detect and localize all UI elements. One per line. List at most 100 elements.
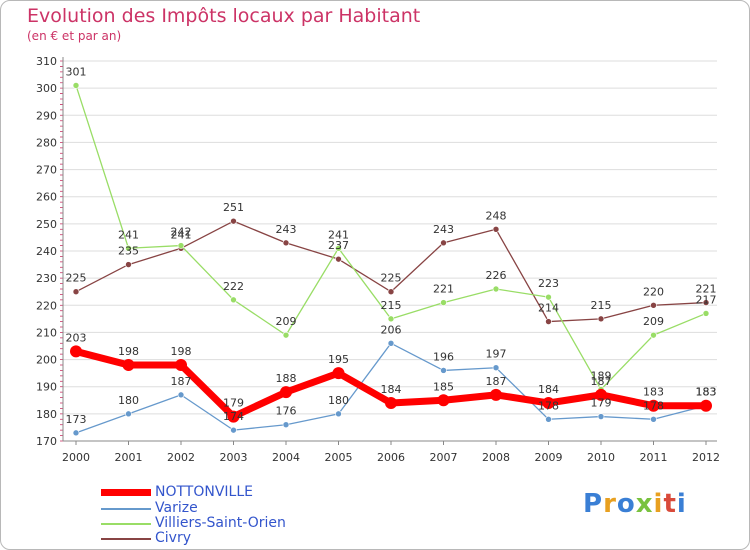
data-point [177,242,185,249]
data-label: 226 [486,269,507,282]
data-label: 221 [433,283,454,296]
data-label: 221 [696,283,717,296]
data-label: 196 [433,350,454,363]
data-point [702,310,710,317]
data-label: 241 [328,228,349,241]
logo-letter: i [676,489,687,519]
data-label: 184 [381,383,402,396]
x-tick-label: 2003 [220,451,248,464]
data-point [650,331,657,339]
data-point [545,318,552,325]
data-point [700,399,712,412]
data-point [335,255,342,263]
data-label: 183 [643,386,664,399]
x-tick-label: 2010 [587,451,615,464]
data-label: 179 [591,397,612,410]
data-point [72,429,80,437]
data-label: 248 [486,209,507,222]
y-tick-label: 250 [36,218,57,231]
data-label: 251 [223,201,244,214]
data-point [490,388,502,401]
data-label: 180 [118,394,139,407]
data-point [122,359,135,371]
data-label: 217 [696,293,717,306]
data-point [597,413,605,420]
data-label: 223 [538,277,559,290]
logo-letter: x [635,489,654,519]
data-label: 178 [643,399,664,412]
legend-swatch [101,489,151,496]
data-point [72,288,80,296]
y-tick-label: 200 [36,354,57,367]
data-point [227,410,240,423]
data-point [542,397,555,409]
data-label: 187 [591,375,612,388]
legend-swatch [101,508,151,510]
data-point [72,82,80,89]
data-label: 243 [433,223,454,236]
data-label: 187 [486,375,507,388]
y-tick-label: 270 [36,164,57,177]
y-tick-label: 290 [36,109,57,122]
data-label: 203 [66,331,87,344]
data-point [492,285,500,293]
x-tick-label: 2001 [115,451,143,464]
data-point [332,367,345,380]
x-tick-label: 2005 [325,451,353,464]
logo-letter: t [663,489,677,519]
data-point [280,386,292,399]
data-label: 242 [171,226,192,239]
data-point [650,415,657,423]
y-tick-label: 230 [36,272,57,285]
data-point [387,315,395,323]
data-label: 215 [381,299,402,312]
series-lines [70,82,712,437]
series-varize [72,339,710,437]
legend-swatch [101,523,151,525]
data-label: 183 [696,386,717,399]
y-tick-label: 180 [36,408,57,421]
data-point [647,399,660,412]
data-label: 180 [328,394,349,407]
data-labels: 225 235 241 251 243 237 225 243 248 214 215 220 221 3… [66,65,717,425]
data-label: 209 [276,315,297,328]
axes [60,57,717,445]
data-label: 184 [538,383,559,396]
x-tick-labels: 2000 2001 2002 2003 2004 2005 2006 2007 2008 2009… [62,451,720,464]
logo-letter: P [583,489,604,519]
data-point [230,217,237,225]
data-label: 235 [118,245,139,258]
proxiti-logo: Proxiti [583,489,687,519]
data-point [125,244,132,252]
data-point [175,359,187,371]
data-point [595,388,607,401]
data-label: 187 [171,375,192,388]
y-tick-label: 220 [36,299,57,312]
data-label: 220 [643,285,664,298]
data-point [335,244,342,252]
data-point [387,288,395,296]
y-tick-label: 310 [36,55,57,68]
data-label: 188 [276,372,297,385]
logo-letter: o [616,489,636,519]
data-label: 189 [591,369,612,382]
data-point [230,426,237,434]
x-tick-label: 2007 [430,451,458,464]
data-point [702,299,710,306]
data-point [230,296,237,304]
data-point [440,367,447,374]
data-label: 173 [66,413,87,426]
x-tick-label: 2012 [692,451,720,464]
data-point [545,293,552,301]
x-tick-label: 2000 [62,451,90,464]
data-label: 225 [381,272,402,285]
legend-label: NOTTONVILLE [155,484,253,500]
y-tick-label: 170 [36,435,57,448]
legend-label: Civry [155,530,191,546]
data-point [282,239,290,247]
data-label: 185 [433,380,454,393]
data-label: 176 [276,405,297,418]
data-label: 241 [171,228,192,241]
data-point [125,261,132,268]
